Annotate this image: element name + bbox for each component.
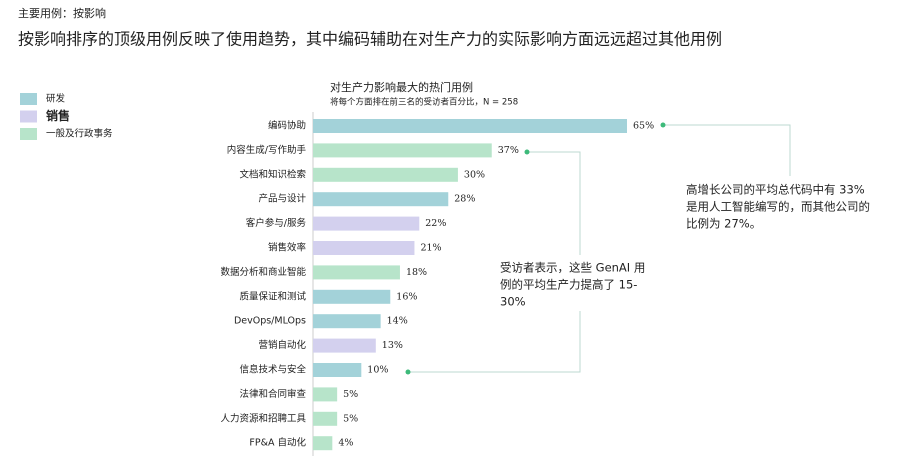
chart-title: 对生产力影响最大的热门用例 <box>330 80 473 94</box>
bar <box>313 192 449 207</box>
annotation: 高增长公司的平均总代码中有 33% <box>686 183 865 197</box>
bar <box>313 411 338 426</box>
bar <box>313 363 362 377</box>
annotation: 例的平均生产力提高了 15- <box>500 278 637 292</box>
category-label: 营销自动化 <box>258 339 306 351</box>
connector-dot <box>524 149 530 155</box>
category-label: 人力资源和招聘工具 <box>220 412 306 424</box>
bar <box>313 387 338 402</box>
annotation: 比例为 27%。 <box>686 217 761 231</box>
bar <box>313 265 400 280</box>
chart-subtitle: 将每个方面排在前三名的受访者百分比，N = 258 <box>330 97 518 108</box>
category-label: 产品与设计 <box>258 193 306 205</box>
category-label: 内容生成/写作助手 <box>227 144 307 156</box>
category-label: 文档和知识检索 <box>239 168 306 180</box>
annotation: 30% <box>500 295 526 309</box>
category-label: 编码协助 <box>268 120 306 132</box>
annotation: 受访者表示，这些 GenAI 用 <box>500 261 645 275</box>
category-label: 客户参与/服务 <box>246 217 307 229</box>
data-label: 30% <box>464 169 485 180</box>
legend-label: 销售 <box>46 108 70 123</box>
bar <box>313 143 492 158</box>
category-label: 信息技术与安全 <box>239 364 306 376</box>
data-label: 14% <box>387 316 408 327</box>
bar <box>313 314 381 329</box>
legend-swatch <box>20 128 37 140</box>
legend-swatch <box>20 110 37 123</box>
category-label: FP&A 自动化 <box>249 437 306 449</box>
annotation: 是用人工智能编写的，而其他公司的 <box>686 200 870 214</box>
bar <box>313 216 420 231</box>
data-label: 13% <box>382 340 403 351</box>
bar <box>313 436 333 451</box>
legend-label: 研发 <box>46 93 66 105</box>
data-label: 18% <box>406 267 427 278</box>
data-label: 65% <box>633 121 654 132</box>
data-label: 37% <box>498 145 519 156</box>
bar <box>313 119 627 133</box>
annotation-bg <box>493 255 663 311</box>
connectors <box>408 124 791 373</box>
data-label: 21% <box>420 243 441 254</box>
category-label: 质量保证和测试 <box>239 290 306 302</box>
bar <box>313 241 415 255</box>
connector-dot <box>405 369 411 375</box>
data-label: 16% <box>396 291 417 302</box>
bar <box>313 167 458 182</box>
data-label: 4% <box>338 438 353 449</box>
data-label: 5% <box>343 389 358 400</box>
legend-swatch <box>20 93 37 105</box>
category-label: 数据分析和商业智能 <box>220 266 306 278</box>
data-label: 22% <box>425 218 446 229</box>
data-label: 10% <box>367 365 388 376</box>
data-label: 28% <box>454 194 475 205</box>
bar <box>313 338 376 353</box>
category-label: DevOps/MLOps <box>234 316 306 327</box>
data-label: 5% <box>343 413 358 424</box>
category-label: 销售效率 <box>268 242 307 254</box>
kicker: 主要用例：按影响 <box>18 6 106 20</box>
connector-dot <box>660 122 666 128</box>
connector <box>663 124 791 176</box>
legend-label: 一般及行政事务 <box>46 128 113 140</box>
category-label: 法律和合同审查 <box>239 388 306 400</box>
bar <box>313 289 391 304</box>
page-title: 按影响排序的顶级用例反映了使用趋势，其中编码辅助在对生产力的实际影响方面远远超过… <box>18 30 722 49</box>
